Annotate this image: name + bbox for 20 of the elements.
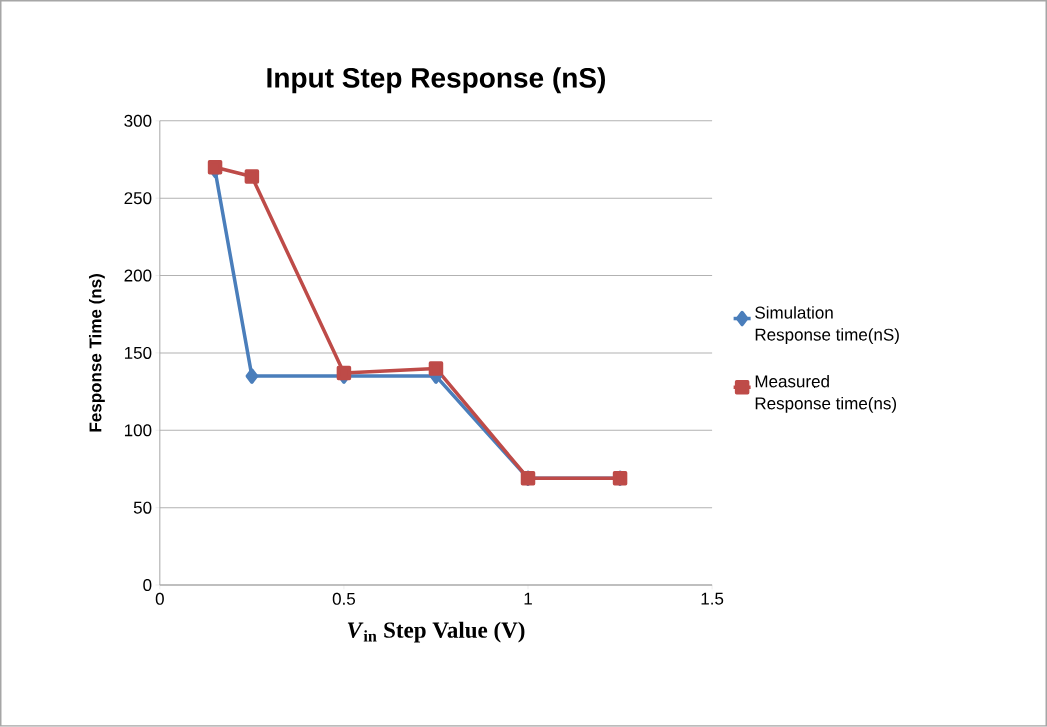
x-tick-label: 0 bbox=[155, 592, 164, 605]
y-tick-label: 300 bbox=[124, 114, 152, 127]
x-tick-label: 0.5 bbox=[332, 592, 356, 605]
y-tick-label: 200 bbox=[124, 269, 152, 282]
y-tick-label: 150 bbox=[124, 346, 152, 360]
x-axis-title: V$_{in}$ Step Value (V) bbox=[347, 621, 525, 643]
legend-label: Simulation Response time(nS) bbox=[755, 306, 899, 345]
y-tick-label: 100 bbox=[124, 424, 152, 437]
chart-title: Input Step Response (nS) bbox=[267, 67, 605, 94]
x-tick-label: 1 bbox=[524, 592, 532, 605]
y-tick-label: 50 bbox=[133, 501, 152, 514]
y-tick-label: 0 bbox=[143, 579, 152, 592]
point bbox=[207, 160, 223, 175]
point bbox=[245, 368, 259, 384]
y-axis-title: Fesponse Time (ns) bbox=[88, 274, 105, 432]
point bbox=[244, 169, 260, 184]
legend-label: Measured Response time(ns) bbox=[755, 375, 897, 413]
x-tick-label: 1.5 bbox=[701, 592, 724, 605]
y-tick-label: 250 bbox=[124, 192, 152, 205]
point bbox=[428, 361, 444, 376]
